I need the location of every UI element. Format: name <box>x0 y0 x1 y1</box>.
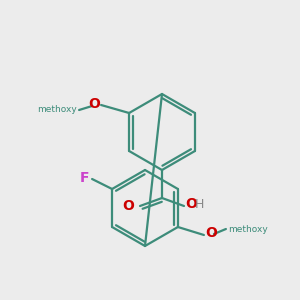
Text: methoxy: methoxy <box>37 106 77 115</box>
Text: O: O <box>88 97 100 111</box>
Text: O: O <box>185 197 197 211</box>
Text: O: O <box>122 199 134 213</box>
Text: F: F <box>80 171 89 185</box>
Text: H: H <box>195 198 204 211</box>
Text: O: O <box>205 226 217 240</box>
Text: methoxy: methoxy <box>228 224 268 233</box>
